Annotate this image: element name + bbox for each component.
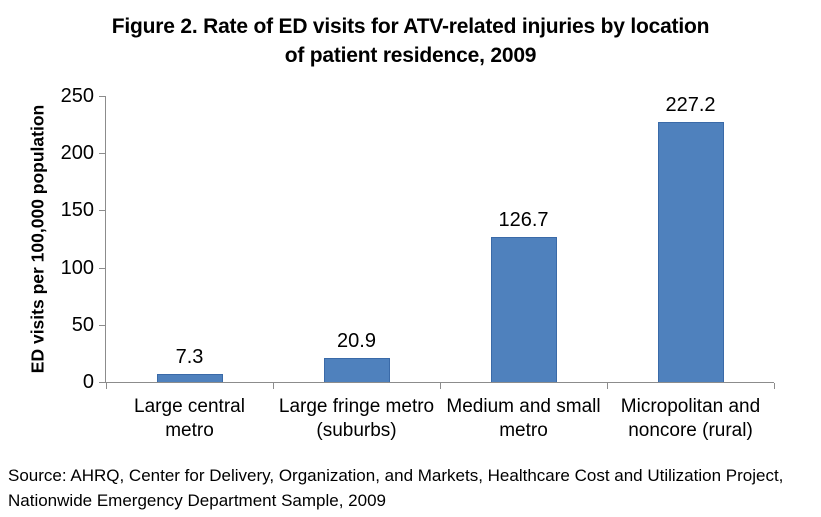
category-label: Micropolitan and noncore (rural) <box>620 396 761 441</box>
bar <box>658 122 724 382</box>
y-tick-mark <box>99 267 106 269</box>
y-tick-label: 0 <box>82 371 94 393</box>
y-tick-label: 50 <box>71 313 94 336</box>
x-axis-line <box>106 382 774 383</box>
y-tick-label: 100 <box>60 256 94 279</box>
x-tick-mark <box>273 383 274 389</box>
x-tick-mark <box>774 383 775 389</box>
y-tick-label: 250 <box>60 85 94 107</box>
y-tick-mark <box>99 96 106 97</box>
y-tick-mark <box>99 382 106 383</box>
y-axis-line <box>105 96 106 383</box>
x-tick-mark <box>106 383 107 389</box>
bar-value-label: 7.3 <box>175 346 204 368</box>
bar <box>491 237 557 382</box>
y-tick-label: 150 <box>60 199 94 222</box>
category-label: Medium and small metro <box>446 396 601 441</box>
x-tick-mark <box>440 383 441 389</box>
chart-title: Figure 2. Rate of ED visits for ATV-rela… <box>111 15 710 67</box>
y-tick-label: 200 <box>60 142 94 165</box>
bar <box>157 374 223 382</box>
source-note: Source: AHRQ, Center for Delivery, Organ… <box>8 466 784 510</box>
x-tick-mark <box>607 383 608 389</box>
y-tick-mark <box>99 153 106 155</box>
y-tick-mark <box>99 324 106 326</box>
bar-value-label: 20.9 <box>337 330 376 352</box>
category-label: Large central metro <box>134 396 245 441</box>
bar-value-label: 126.7 <box>498 209 549 231</box>
category-label: Large fringe metro (suburbs) <box>278 396 435 441</box>
bar-value-label: 227.2 <box>665 94 716 116</box>
bar <box>324 358 390 382</box>
y-tick-mark <box>99 210 106 212</box>
